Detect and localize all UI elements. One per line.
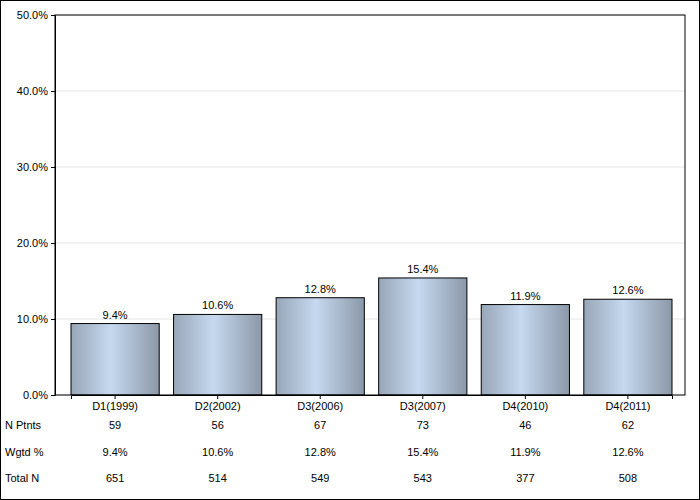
x-tick-label: D4(2010) [502, 400, 548, 412]
table-cell: 9.4% [103, 446, 128, 458]
table-cell: 62 [622, 419, 634, 431]
table-cell: 514 [208, 472, 226, 484]
table-cell: 543 [414, 472, 432, 484]
chart: 9.4% 10.6% 12.8% 15.4% 11.9% 12.6% 0.0% 10.0% 20… [0, 0, 700, 500]
bar [481, 305, 569, 395]
table: N Ptnts 59 56 67 73 46 62 Wgtd % 9.4% 10.6% 12.8% 1… [5, 419, 644, 484]
bar [276, 298, 364, 395]
table-cell: 67 [314, 419, 326, 431]
table-cell: 56 [212, 419, 224, 431]
data-label: 9.4% [103, 309, 128, 321]
bar [174, 314, 262, 395]
table-cell: 377 [516, 472, 534, 484]
y-tick-group: 10.0% [17, 313, 55, 325]
y-tick [51, 395, 55, 396]
y-tick-label: 20.0% [17, 237, 48, 249]
grid [55, 15, 685, 395]
y-tick [51, 167, 55, 168]
table-cell: 651 [106, 472, 124, 484]
data-label: 12.8% [305, 283, 336, 295]
y-tick-group: 20.0% [17, 237, 55, 249]
table-cell: 46 [519, 419, 531, 431]
x-tick-group: D2(2002) [195, 395, 241, 412]
y-tick-group: 50.0% [17, 9, 55, 21]
bar [379, 278, 467, 395]
y-tick-label: 10.0% [17, 313, 48, 325]
x-tick-group: D4(2011) [605, 395, 650, 412]
table-cell: 59 [109, 419, 121, 431]
x-tick-group: D3(2006) [297, 395, 343, 412]
table-cell: 549 [311, 472, 329, 484]
bars [71, 278, 672, 395]
table-cell: 11.9% [510, 446, 541, 458]
data-label: 11.9% [510, 290, 541, 302]
bar [584, 299, 672, 395]
y-tick-group: 40.0% [17, 85, 55, 97]
x-tick [217, 395, 218, 399]
y-tick [51, 319, 55, 320]
x-tick-group: D1(1999) [92, 395, 138, 412]
x-axis-line [72, 396, 673, 400]
table-row-label: Wgtd % [5, 446, 44, 458]
table-row-label: Total N [5, 472, 39, 484]
table-row-label: N Ptnts [5, 419, 42, 431]
y-tick-label: 0.0% [23, 389, 48, 401]
table-cell: 15.4% [407, 446, 438, 458]
x-tick-label: D3(2006) [297, 400, 343, 412]
x-tick-label: D4(2011) [605, 400, 650, 412]
data-label: 12.6% [612, 284, 643, 296]
grid-line [55, 167, 685, 168]
table-cell: 12.6% [612, 446, 643, 458]
table-cell: 508 [619, 472, 637, 484]
x-tick [115, 395, 116, 399]
y-tick [51, 243, 55, 244]
grid-line [55, 243, 685, 244]
x-tick-label: D3(2007) [400, 400, 446, 412]
y-axis: 0.0% 10.0% 20.0% 30.0% 40.0% 50.0% [17, 9, 56, 401]
data-label: 15.4% [407, 263, 438, 275]
y-tick-label: 40.0% [17, 85, 48, 97]
x-axis: D1(1999) D2(2002) D3(2006) D3(2007) D4(2010)… [72, 395, 673, 412]
x-tick-label: D1(1999) [92, 400, 138, 412]
y-tick-label: 50.0% [17, 9, 48, 21]
bar [71, 324, 159, 395]
x-tick-label: D2(2002) [195, 400, 241, 412]
y-tick-label: 30.0% [17, 161, 48, 173]
outer-frame [1, 1, 700, 500]
x-tick [422, 395, 423, 399]
x-tick [525, 395, 526, 399]
data-label: 10.6% [202, 299, 233, 311]
table-cell: 12.8% [305, 446, 336, 458]
table-cell: 10.6% [202, 446, 233, 458]
plot-frame [55, 15, 685, 395]
x-tick-group: D3(2007) [400, 395, 446, 412]
data-labels: 9.4% 10.6% 12.8% 15.4% 11.9% 12.6% [103, 263, 644, 321]
x-tick [320, 395, 321, 399]
x-tick [627, 395, 628, 399]
y-tick [51, 15, 55, 16]
y-tick-group: 30.0% [17, 161, 55, 173]
table-cell: 73 [417, 419, 429, 431]
y-tick [51, 91, 55, 92]
grid-line [55, 91, 685, 92]
y-tick-group: 0.0% [23, 389, 55, 401]
x-tick-group: D4(2010) [502, 395, 548, 412]
